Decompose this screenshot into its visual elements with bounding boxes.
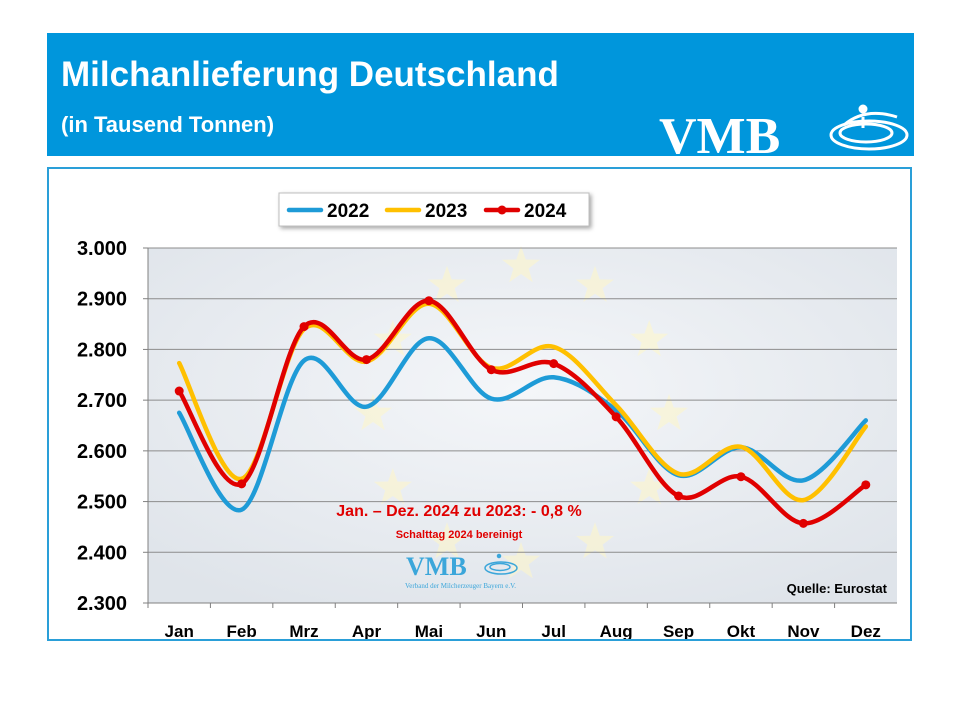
data-point-2024: [736, 472, 746, 482]
x-tick-label: Jul: [541, 622, 566, 639]
legend-items: 2022 2023 2024: [286, 201, 567, 222]
watermark-logo-caption: Verband der Milcherzeuger Bayern e.V.: [405, 582, 516, 590]
plot-area: [148, 248, 897, 603]
data-point-2024: [674, 491, 684, 501]
eu-star: [576, 522, 614, 559]
annotation-main: Jan. – Dez. 2024 zu 2023: - 0,8 %: [336, 503, 581, 520]
x-axis-ticks: Jan Feb Mrz Apr Mai Jun Jul Aug Sep Okt Nov Dez: [147, 603, 881, 639]
y-tick-label: 2.600: [77, 441, 127, 463]
x-tick-label: Mrz: [289, 622, 318, 639]
page-subtitle: (in Tausend Tonnen): [61, 112, 275, 137]
eu-star: [428, 265, 466, 302]
page-title: Milchanlieferung Deutschland: [61, 55, 559, 94]
x-tick-label: Jun: [476, 622, 506, 639]
y-tick-label: 2.300: [77, 593, 127, 615]
x-tick-label: Feb: [227, 622, 257, 639]
legend-label-2024: 2024: [524, 201, 567, 222]
watermark-drop-icon: [484, 553, 518, 575]
y-tick-label: 3.000: [77, 238, 127, 260]
series-group: [174, 296, 871, 528]
grid-lines: [148, 247, 897, 553]
eu-star: [650, 394, 688, 431]
eu-star: [630, 320, 669, 357]
annotation-sub: Schalttag 2024 bereinigt: [396, 529, 523, 541]
eu-star: [428, 522, 466, 559]
data-point-2024: [361, 355, 371, 365]
data-point-2024: [611, 412, 621, 422]
data-point-2024: [237, 479, 247, 489]
data-point-2024: [174, 386, 184, 396]
legend: [278, 192, 590, 227]
data-point-2024: [549, 359, 559, 369]
line-chart: 3.000 2.900 2.800 2.700 2.600 2.500 2.400 2.300…: [77, 192, 897, 639]
header-banner: Milchanlieferung Deutschland (in Tausend…: [47, 33, 914, 156]
data-point-2024: [299, 322, 309, 332]
eu-star: [630, 468, 669, 505]
legend-box: [278, 192, 590, 227]
eu-star: [502, 246, 540, 283]
x-tick-label: Jan: [165, 622, 194, 639]
legend-label-2023: 2023: [425, 201, 467, 222]
y-tick-label: 2.400: [77, 542, 127, 564]
eu-star: [502, 542, 540, 579]
y-tick-label: 2.700: [77, 390, 127, 412]
milk-drop-icon: [829, 104, 909, 151]
y-tick-label: 2.900: [77, 289, 127, 311]
watermark-logo-text: VMB: [406, 552, 467, 581]
eu-star: [373, 468, 412, 505]
x-tick-label: Okt: [727, 622, 756, 639]
x-tick-label: Apr: [352, 622, 382, 639]
x-tick-label: Sep: [663, 622, 694, 639]
data-point-2024: [861, 480, 871, 490]
eu-star: [354, 394, 392, 431]
y-tick-label: 2.800: [77, 339, 127, 361]
vmb-logo-text: VMB: [659, 108, 780, 156]
x-tick-label: Nov: [787, 622, 820, 639]
source-note: Quelle: Eurostat: [787, 581, 888, 596]
y-tick-label: 2.500: [77, 492, 127, 514]
eu-star: [576, 265, 614, 302]
vmb-watermark-logo: VMB Verband der Milcherzeuger Bayern e.V…: [405, 552, 518, 590]
x-tick-label: Mai: [415, 622, 443, 639]
data-point-2024: [798, 518, 808, 528]
x-tick-label: Aug: [600, 622, 633, 639]
data-point-2024: [486, 365, 496, 375]
legend-label-2022: 2022: [327, 201, 369, 222]
data-point-2024: [424, 296, 434, 306]
x-tick-label: Dez: [851, 622, 881, 639]
vmb-logo: VMB: [659, 104, 909, 156]
y-axis-ticks: 3.000 2.900 2.800 2.700 2.600 2.500 2.400 2.300: [77, 238, 148, 615]
legend-marker-2024: [497, 205, 507, 215]
chart-panel: 3.000 2.900 2.800 2.700 2.600 2.500 2.400 2.300…: [47, 167, 912, 641]
